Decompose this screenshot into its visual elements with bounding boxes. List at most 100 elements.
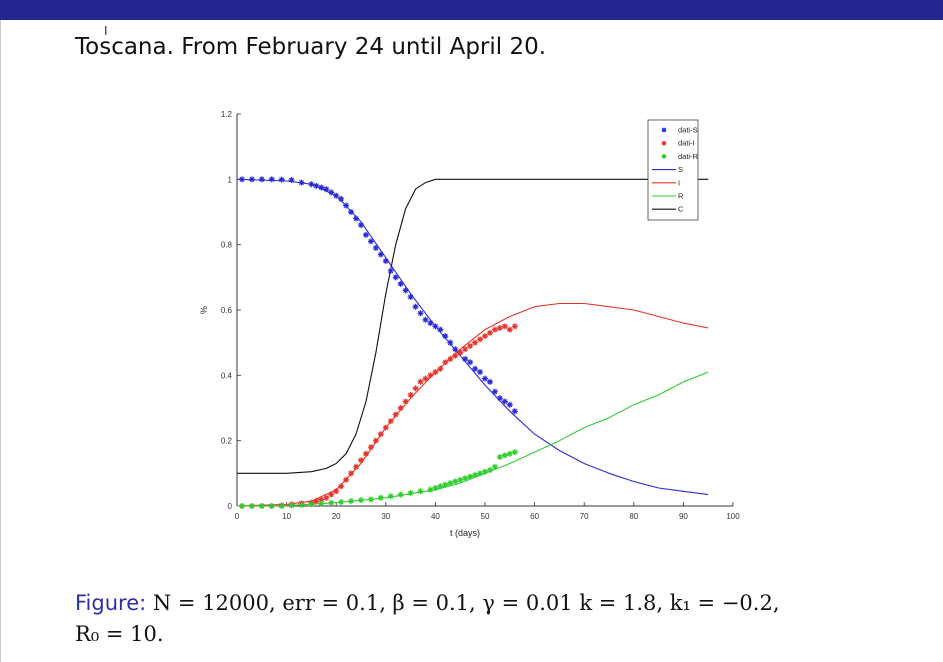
x-tick-label: 40 xyxy=(431,512,440,521)
data-point xyxy=(348,470,355,477)
data-point xyxy=(377,494,384,501)
slide-title: Toscana. From February 24 until April 20… xyxy=(75,34,547,60)
data-point xyxy=(323,494,330,501)
y-axis-title: % xyxy=(199,306,209,314)
data-point xyxy=(477,470,484,477)
figure-caption: Figure: N = 12000, err = 0.1, β = 0.1, γ… xyxy=(75,588,915,650)
data-point xyxy=(392,274,399,281)
data-point xyxy=(362,450,369,457)
data-point xyxy=(511,323,518,330)
model-line-R xyxy=(236,371,709,507)
data-point xyxy=(447,356,454,362)
data-point xyxy=(491,326,498,333)
data-point xyxy=(482,375,488,382)
data-point xyxy=(313,498,320,505)
y-tick-label: 0.6 xyxy=(221,306,233,315)
data-point xyxy=(358,497,364,504)
data-point xyxy=(472,365,479,372)
data-point xyxy=(387,267,394,274)
legend-label: dati-R xyxy=(678,152,699,161)
data-point xyxy=(358,222,364,229)
y-tick-label: 1.2 xyxy=(221,110,233,119)
data-point xyxy=(437,365,444,372)
data-point xyxy=(258,176,265,183)
slide-header-bar xyxy=(0,0,943,20)
model-line-S xyxy=(236,178,709,496)
legend-label: dati-S xyxy=(678,126,698,135)
data-point xyxy=(477,336,484,343)
data-point xyxy=(482,333,488,340)
x-tick-label: 10 xyxy=(282,512,291,521)
data-point xyxy=(447,480,454,487)
data-point xyxy=(308,501,315,508)
data-point xyxy=(501,452,508,459)
caption-line-1: Figure: N = 12000, err = 0.1, β = 0.1, γ… xyxy=(75,588,915,619)
data-point xyxy=(367,444,374,451)
data-point xyxy=(506,401,513,408)
data-point xyxy=(372,437,379,444)
data-point xyxy=(392,411,399,418)
data-point xyxy=(486,467,493,474)
data-point xyxy=(422,375,429,382)
data-point xyxy=(278,176,285,183)
caption-line-2: R₀ = 10. xyxy=(75,622,164,646)
data-point xyxy=(417,310,424,317)
data-point xyxy=(318,184,325,191)
data-point xyxy=(377,251,384,258)
text-cursor-icon: I xyxy=(104,24,108,38)
data-point xyxy=(432,323,439,330)
data-point xyxy=(462,475,469,482)
data-point xyxy=(477,369,484,376)
data-point xyxy=(407,391,414,398)
data-point xyxy=(338,195,345,202)
chart: 0 10 20 30 40 50 60 70 80 90 100 0 0.2 0.4 0.6 0.8 1 1.2 t… xyxy=(199,110,740,538)
x-axis-title: t (days) xyxy=(450,528,480,538)
y-tick-label: 1 xyxy=(228,175,233,184)
data-point xyxy=(298,502,305,509)
slide-left-border xyxy=(0,20,1,662)
data-series-dati-I xyxy=(238,323,518,509)
y-tick-label: 0.2 xyxy=(221,437,233,446)
x-tick-label: 0 xyxy=(235,512,240,521)
legend-label: C xyxy=(678,205,684,214)
data-point xyxy=(457,349,464,356)
legend-marker-dati-R xyxy=(661,154,667,159)
data-point xyxy=(442,481,449,488)
data-point xyxy=(343,202,350,209)
data-point xyxy=(402,398,409,405)
data-point xyxy=(288,176,295,183)
data-point xyxy=(397,491,404,498)
data-point xyxy=(338,483,345,490)
data-point xyxy=(452,346,459,353)
data-point xyxy=(333,488,340,495)
data-point xyxy=(486,378,493,385)
data-point xyxy=(318,500,325,507)
data-point xyxy=(343,476,350,483)
x-tick-label: 100 xyxy=(726,512,740,521)
data-point xyxy=(248,176,255,183)
legend-marker-dati-I xyxy=(661,140,667,146)
data-point xyxy=(362,231,369,238)
data-point xyxy=(462,356,469,362)
x-tick-label: 60 xyxy=(530,512,539,521)
data-point xyxy=(258,503,265,509)
data-point xyxy=(387,493,394,500)
x-tick-label: 70 xyxy=(580,512,589,521)
data-point xyxy=(432,369,439,376)
data-point xyxy=(506,450,513,457)
data-point xyxy=(313,182,320,189)
data-point xyxy=(367,496,374,503)
data-point xyxy=(491,388,498,395)
data-point xyxy=(432,485,439,492)
data-point xyxy=(462,346,469,353)
data-point xyxy=(367,238,374,245)
data-point xyxy=(308,181,315,188)
data-point xyxy=(467,473,474,480)
data-point xyxy=(511,449,518,456)
data-point xyxy=(506,326,513,333)
data-point xyxy=(472,471,479,478)
caption-figure-label: Figure: xyxy=(75,591,147,615)
data-point xyxy=(238,176,245,183)
data-point xyxy=(486,329,493,336)
